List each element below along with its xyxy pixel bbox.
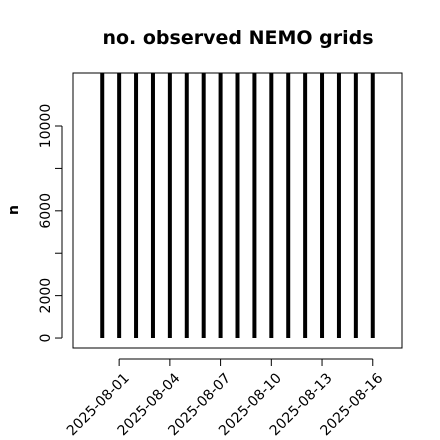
- y-tick-label: 2000: [38, 278, 54, 314]
- chart-title: no. observed NEMO grids: [102, 27, 373, 49]
- y-tick-label: 0: [38, 334, 54, 343]
- y-tick-label: 6000: [38, 193, 54, 229]
- y-tick-label: 10000: [38, 104, 54, 149]
- y-axis-label: n: [6, 205, 22, 215]
